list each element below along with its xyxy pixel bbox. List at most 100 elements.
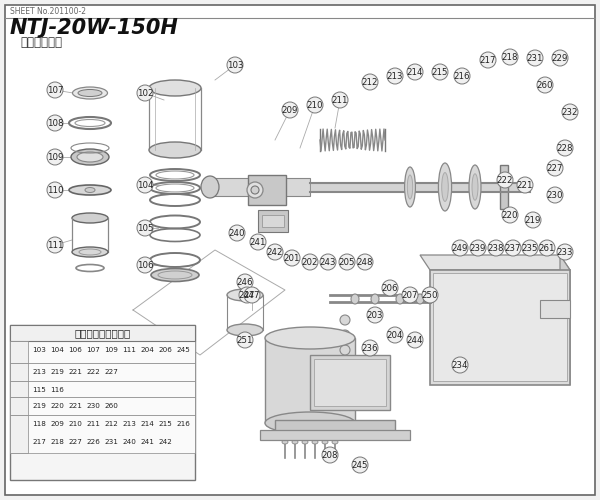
Bar	[265, 338, 355, 423]
Text: 245: 245	[352, 461, 368, 470]
Ellipse shape	[439, 163, 452, 211]
Circle shape	[86, 434, 101, 450]
Bar	[10, 341, 28, 363]
Text: 251: 251	[237, 336, 253, 345]
Bar	[258, 210, 288, 232]
Circle shape	[47, 82, 63, 98]
Bar	[260, 430, 410, 440]
Bar	[310, 355, 390, 410]
Text: 220: 220	[502, 211, 518, 220]
Bar	[500, 165, 508, 209]
Bar	[10, 341, 195, 363]
Text: 204: 204	[387, 331, 403, 340]
Circle shape	[104, 398, 119, 413]
Text: 115: 115	[11, 348, 26, 357]
Ellipse shape	[73, 87, 107, 99]
Circle shape	[47, 182, 63, 198]
Bar	[10, 397, 28, 415]
Text: 250: 250	[422, 291, 438, 300]
Text: 119: 119	[11, 430, 26, 439]
Ellipse shape	[282, 440, 288, 444]
Circle shape	[47, 115, 63, 131]
Ellipse shape	[251, 186, 259, 194]
Text: 247: 247	[244, 291, 260, 300]
Text: 107: 107	[86, 348, 100, 354]
Circle shape	[104, 416, 119, 432]
Bar	[430, 270, 570, 385]
Circle shape	[137, 177, 153, 193]
Circle shape	[137, 257, 153, 273]
Text: 205: 205	[339, 258, 355, 267]
Circle shape	[139, 434, 155, 450]
Circle shape	[527, 50, 543, 66]
Text: 102: 102	[137, 89, 153, 98]
Circle shape	[11, 426, 26, 442]
Text: 216: 216	[454, 72, 470, 81]
Circle shape	[49, 342, 65, 357]
Circle shape	[452, 357, 468, 373]
Circle shape	[237, 332, 253, 348]
Text: 215: 215	[432, 68, 448, 77]
Bar	[10, 325, 195, 341]
Circle shape	[352, 457, 368, 473]
Circle shape	[387, 327, 403, 343]
Circle shape	[367, 307, 383, 323]
Text: 221: 221	[68, 404, 82, 409]
Bar	[314, 359, 386, 406]
Text: 240: 240	[229, 229, 245, 238]
Circle shape	[67, 434, 83, 450]
Ellipse shape	[351, 294, 359, 304]
Circle shape	[382, 280, 398, 296]
Text: 234: 234	[452, 361, 468, 370]
Circle shape	[157, 416, 173, 432]
Circle shape	[86, 416, 101, 432]
Text: 118: 118	[32, 422, 46, 428]
Text: 116: 116	[11, 368, 26, 377]
Text: 217: 217	[32, 440, 46, 446]
Text: 209: 209	[50, 422, 64, 428]
Circle shape	[239, 287, 255, 303]
Bar	[10, 415, 28, 453]
Circle shape	[49, 434, 65, 450]
Text: 212: 212	[104, 422, 118, 428]
Bar	[210, 178, 310, 196]
Circle shape	[67, 342, 83, 357]
Bar	[433, 273, 567, 381]
Circle shape	[339, 254, 355, 270]
Text: 248: 248	[357, 258, 373, 267]
Text: 219: 219	[50, 370, 64, 376]
Circle shape	[517, 177, 533, 193]
Ellipse shape	[85, 188, 95, 192]
Text: 230: 230	[86, 404, 100, 409]
Text: 243: 243	[320, 258, 336, 267]
Circle shape	[284, 250, 300, 266]
Polygon shape	[560, 255, 570, 385]
Circle shape	[562, 104, 578, 120]
Circle shape	[176, 416, 191, 432]
Circle shape	[104, 342, 119, 357]
Circle shape	[539, 240, 555, 256]
Text: NTJ-20W-150H: NTJ-20W-150H	[10, 18, 179, 38]
Text: 217: 217	[480, 56, 496, 65]
Circle shape	[121, 342, 137, 357]
Circle shape	[47, 149, 63, 165]
Circle shape	[320, 254, 336, 270]
Circle shape	[86, 364, 101, 380]
Text: 213: 213	[122, 422, 136, 428]
Ellipse shape	[340, 345, 350, 355]
Text: 241: 241	[140, 440, 154, 446]
Ellipse shape	[77, 152, 103, 162]
Circle shape	[557, 244, 573, 260]
Text: 107: 107	[47, 86, 63, 95]
Circle shape	[49, 382, 65, 398]
Circle shape	[104, 364, 119, 380]
Text: 242: 242	[267, 248, 283, 257]
Bar	[540, 300, 570, 318]
Circle shape	[47, 237, 63, 253]
Circle shape	[229, 225, 245, 241]
Ellipse shape	[442, 172, 448, 202]
Text: 221: 221	[68, 370, 82, 376]
Text: SHEET No.201100-2: SHEET No.201100-2	[10, 7, 86, 16]
Text: 227: 227	[104, 370, 118, 376]
Ellipse shape	[332, 440, 338, 444]
